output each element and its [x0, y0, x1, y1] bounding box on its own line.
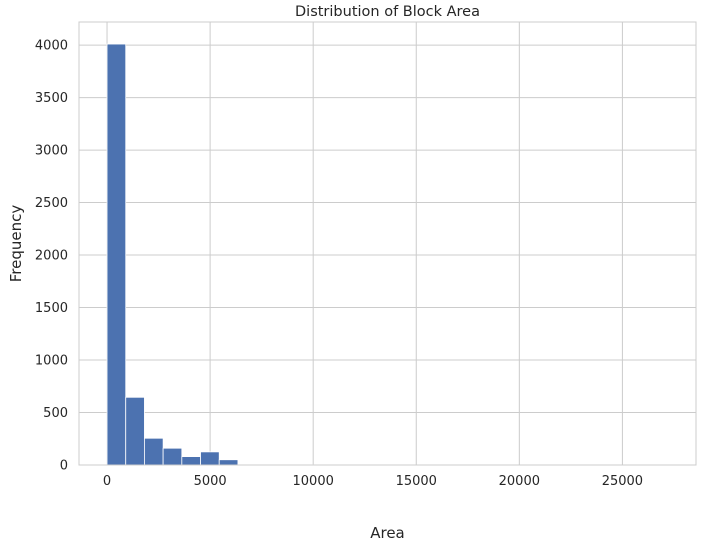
histogram-bar	[125, 396, 145, 466]
y-tick-label: 1000	[35, 354, 68, 369]
chart-title: Distribution of Block Area	[295, 4, 480, 20]
x-axis-label: Area	[370, 524, 405, 542]
x-tick-label: 15000	[396, 474, 437, 489]
plot-frame	[78, 21, 697, 466]
y-tick-label: 0	[60, 459, 68, 474]
histogram-bar	[106, 43, 127, 466]
histogram-bars	[106, 43, 669, 466]
y-axis-label: Frequency	[7, 205, 25, 283]
x-tick-label: 25000	[602, 474, 643, 489]
y-tick-label: 3000	[35, 144, 68, 159]
y-tick-label: 500	[43, 406, 68, 421]
x-tick-label: 5000	[194, 474, 227, 489]
histogram-bar	[144, 437, 164, 466]
y-tick-label: 4000	[35, 39, 68, 54]
x-tick-label: 10000	[293, 474, 334, 489]
y-tick-label: 1500	[35, 301, 68, 316]
y-tick-labels: 0 500 1000 1500 2000 2500 3000 3500 4000	[35, 39, 68, 474]
histogram-bar	[200, 451, 220, 466]
y-tick-label: 3500	[35, 91, 68, 106]
x-tick-label: 0	[103, 474, 111, 489]
y-tick-label: 2500	[35, 196, 68, 211]
histogram-bar	[162, 447, 183, 466]
y-tick-label: 2000	[35, 249, 68, 264]
grid-lines	[79, 22, 696, 466]
x-tick-label: 20000	[499, 474, 540, 489]
histogram-bar	[218, 459, 239, 466]
histogram-bar	[181, 456, 201, 466]
x-tick-labels: 0 5000 10000 15000 20000 25000	[103, 474, 643, 489]
